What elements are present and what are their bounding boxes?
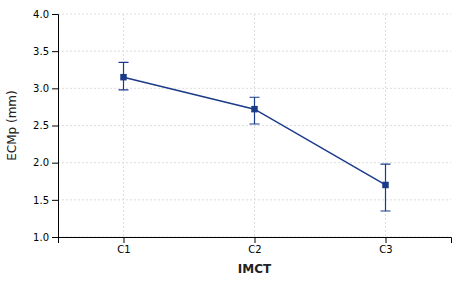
tick-mark: [52, 200, 58, 201]
y-axis-title: ECMp (mm): [5, 90, 19, 161]
tick-mark: [255, 237, 256, 243]
marker: [120, 74, 126, 80]
tick-label: 1.5: [33, 195, 49, 206]
x-axis: C1 C2 C3: [59, 237, 452, 255]
tick-label: C2: [248, 244, 261, 255]
tick-label: 3.0: [33, 83, 49, 94]
tick-mark: [52, 51, 58, 52]
tick-label: 4.0: [33, 9, 49, 20]
tick: 4.0: [33, 9, 58, 20]
tick-mark: [124, 237, 125, 243]
grid-line: [254, 14, 255, 237]
chart: C1 C2 C3 1.0 1.5 2.0 2.5 3.0 3.5 4.0 IMCT ECMp (mm): [0, 0, 469, 283]
tick-mark: [52, 88, 58, 89]
tick-label: C3: [379, 244, 392, 255]
error-bar: [119, 62, 129, 90]
marker: [382, 182, 388, 188]
tick-mark: [386, 237, 387, 243]
tick-label: 3.5: [33, 46, 49, 57]
marks: [119, 62, 391, 211]
grid-line: [123, 14, 124, 237]
plot: C1 C2 C3 1.0 1.5 2.0 2.5 3.0 3.5 4.0 IMCT ECMp (mm): [5, 9, 452, 276]
tick-mark: [52, 14, 58, 15]
tick: 1.5: [33, 195, 58, 206]
line: [124, 77, 386, 185]
error-bar: [250, 97, 260, 124]
x-axis-title: IMCT: [238, 262, 272, 276]
y-axis: 1.0 1.5 2.0 2.5 3.0 3.5 4.0: [33, 9, 58, 243]
tick: 2.0: [33, 157, 58, 168]
tick-mark: [52, 163, 58, 164]
tick: 3.0: [33, 83, 58, 94]
tick: 1.0: [33, 232, 58, 243]
tick-label: 2.5: [33, 120, 49, 131]
axis-line: [59, 238, 452, 244]
tick: 3.5: [33, 46, 58, 57]
tick-mark: [52, 237, 58, 238]
tick: C1: [117, 237, 130, 255]
marker: [251, 106, 257, 112]
tick-label: C1: [117, 244, 130, 255]
tick: C3: [379, 237, 392, 255]
grid-line: [58, 125, 451, 126]
tick-label: 2.0: [33, 157, 49, 168]
grid: [58, 14, 451, 237]
tick-mark: [52, 126, 58, 127]
tick: 2.5: [33, 120, 58, 131]
axis-line: [52, 15, 59, 238]
tick: C2: [248, 237, 261, 255]
error-bar: [381, 164, 391, 211]
tick-label: 1.0: [33, 232, 49, 243]
